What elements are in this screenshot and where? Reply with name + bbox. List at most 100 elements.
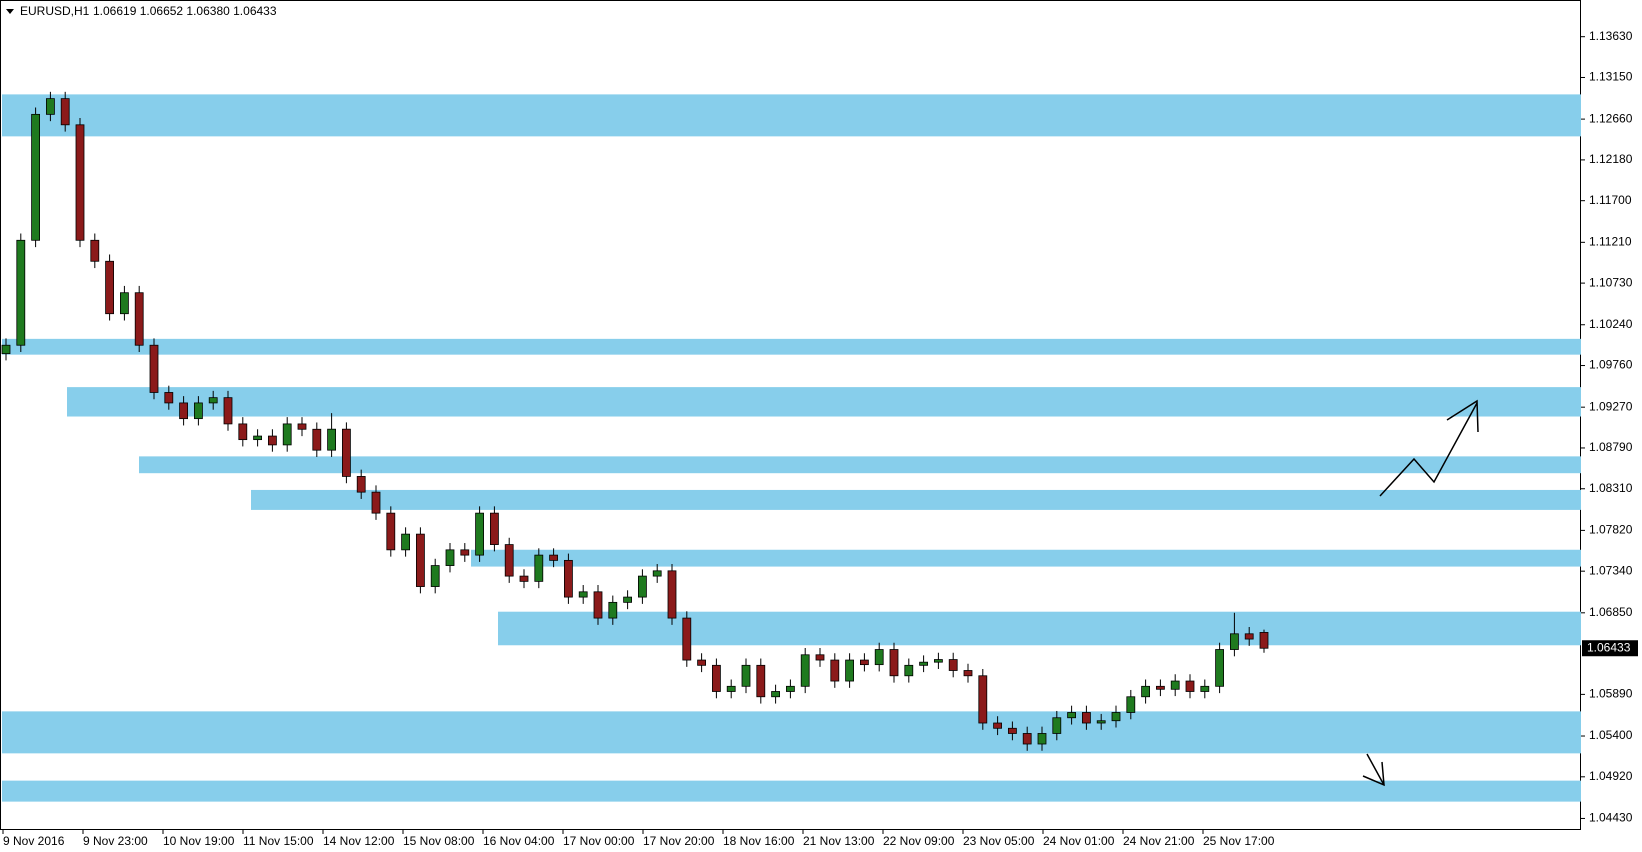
price-tag-box <box>1582 640 1638 657</box>
candle-body <box>489 512 499 545</box>
y-tick-label: 1.08310 <box>1589 481 1633 495</box>
up-arrow-head <box>1446 399 1479 433</box>
candle-body <box>963 670 973 677</box>
candle-body <box>1215 649 1224 687</box>
candle-body <box>978 675 988 724</box>
price-tag-label: 1.06433 <box>1587 640 1631 654</box>
candle-body <box>578 591 588 598</box>
candle-body <box>445 549 455 566</box>
zone <box>67 387 1581 417</box>
x-tick-label: 11 Nov 15:00 <box>243 834 314 848</box>
y-tick-label: 1.10240 <box>1589 317 1633 331</box>
candle-body <box>667 570 677 619</box>
y-tick-label: 1.11210 <box>1589 234 1632 248</box>
candle-body <box>386 512 396 551</box>
y-tick-label: 1.13630 <box>1589 29 1633 43</box>
candle-body <box>1008 727 1017 734</box>
candle-body <box>682 617 692 661</box>
x-tick-label: 17 Nov 20:00 <box>643 834 715 848</box>
candle-body <box>1156 685 1165 690</box>
y-tick-label: 1.08790 <box>1589 440 1633 454</box>
candle-body <box>815 654 825 661</box>
candle-body <box>934 659 943 663</box>
axes: 1.13630 1.13150 1.12660 1.12180 1.11700 1.112… <box>2 29 1633 848</box>
zone <box>2 94 1581 137</box>
candle-body <box>31 113 41 241</box>
candle-body <box>712 664 721 692</box>
candle-body <box>253 435 263 441</box>
candle-body <box>149 344 159 393</box>
candle-body <box>415 533 425 587</box>
candle-body <box>1126 696 1136 713</box>
candle-body <box>623 596 632 603</box>
candle-body <box>120 292 129 315</box>
candle-body <box>860 659 869 666</box>
candle-body <box>771 691 780 698</box>
zone <box>2 711 1581 754</box>
x-tick-label: 21 Nov 13:00 <box>803 834 875 848</box>
candle-body <box>1 344 11 355</box>
candle-body <box>919 661 928 666</box>
candle-body <box>267 435 277 446</box>
candle-body <box>1022 733 1032 745</box>
candle-body <box>697 659 706 666</box>
candle-body <box>134 292 144 346</box>
candle-body <box>608 601 618 619</box>
candle-body <box>1067 712 1076 719</box>
candle-body <box>179 402 189 420</box>
candle-body <box>652 570 662 577</box>
candle-body <box>904 664 914 677</box>
y-tick-label: 1.09760 <box>1589 358 1633 372</box>
candle-body <box>1170 680 1180 690</box>
candle-body <box>845 659 854 682</box>
candle-body <box>16 239 26 346</box>
candle-body <box>401 533 411 551</box>
y-tick-label: 1.10730 <box>1589 275 1633 289</box>
candle-body <box>1096 720 1106 724</box>
y-tick-label: 1.05890 <box>1589 687 1633 701</box>
candle-body <box>1244 633 1254 640</box>
y-tick-label: 1.13150 <box>1589 70 1633 84</box>
candle-body <box>1259 632 1269 649</box>
x-tick-label: 25 Nov 17:00 <box>1203 834 1275 848</box>
x-tick-label: 16 Nov 04:00 <box>483 834 555 848</box>
candle-body <box>1082 712 1091 724</box>
candle-body <box>549 554 558 561</box>
x-tick-label: 22 Nov 09:00 <box>883 834 955 848</box>
candle-body <box>371 491 381 514</box>
candle-body <box>164 392 174 404</box>
zone <box>139 456 1581 474</box>
x-tick-label: 24 Nov 01:00 <box>1043 834 1115 848</box>
candle-body <box>830 659 840 682</box>
candle-body <box>1037 733 1047 745</box>
x-tick-label: 9 Nov 23:00 <box>83 834 148 848</box>
candle-body <box>327 428 337 451</box>
candle-body <box>312 428 322 451</box>
candle-body <box>223 397 233 425</box>
candle-body <box>356 476 366 493</box>
x-tick-label: 17 Nov 00:00 <box>563 834 635 848</box>
candle-body <box>60 98 70 126</box>
down-arrow-head <box>1362 761 1385 787</box>
y-tick-label: 1.12660 <box>1589 111 1633 125</box>
candle-body <box>889 649 899 677</box>
x-tick-label: 15 Nov 08:00 <box>403 834 475 848</box>
candle-body <box>430 565 440 587</box>
candle-body <box>1111 712 1121 722</box>
y-tick-label: 1.04920 <box>1589 769 1633 783</box>
candle-body <box>1230 633 1239 650</box>
candle-body <box>297 423 307 430</box>
zone <box>471 549 1581 567</box>
x-tick-label: 24 Nov 21:00 <box>1123 834 1195 848</box>
candle-body <box>282 423 292 446</box>
candle-body <box>741 664 751 687</box>
candle-body <box>534 554 544 582</box>
candle-body <box>460 549 470 556</box>
y-tick-label: 1.11700 <box>1589 193 1632 207</box>
y-tick-label: 1.04430 <box>1589 811 1633 825</box>
x-tick-label: 10 Nov 19:00 <box>163 834 235 848</box>
down-arrow <box>1366 753 1385 786</box>
candle-body <box>756 664 766 698</box>
